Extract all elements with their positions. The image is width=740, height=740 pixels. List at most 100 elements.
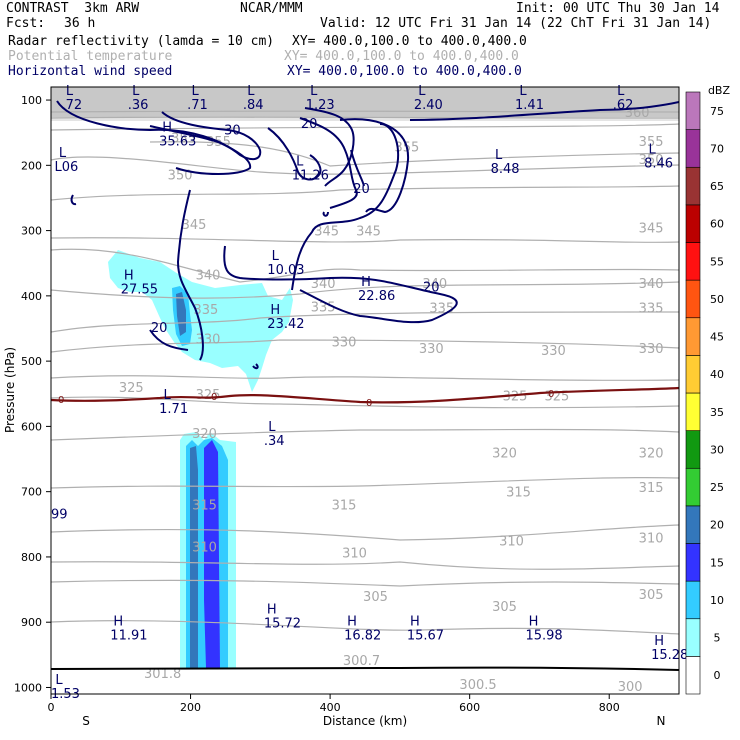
wind-low-marker: L [418, 84, 426, 99]
colorbar-level: 15 [710, 556, 724, 569]
theta-label: 350 [168, 168, 193, 183]
theta-label: 315 [332, 499, 357, 514]
colorbar-swatch [685, 129, 701, 168]
theta-label: 300.7 [343, 654, 380, 669]
colorbar-swatch [685, 467, 701, 507]
theta-label: 310 [342, 546, 367, 561]
theta-label: 325 [119, 381, 144, 396]
colorbar-level: 55 [710, 255, 724, 268]
colorbar-unit: dBZ [708, 84, 731, 97]
zero-isotherm-label-d: 0 [548, 389, 554, 400]
theta-label: 340 [639, 277, 664, 292]
x-axis-label: Distance (km) [323, 714, 407, 728]
wind-low-marker: L [55, 673, 63, 688]
wind-extremum-value: 27.55 [121, 283, 158, 298]
x-tick-label: 600 [459, 701, 480, 714]
theta-label: 345 [356, 225, 381, 240]
y-tick-label: 700 [21, 486, 42, 499]
y-tick-label: 200 [21, 159, 42, 172]
theta-label: 330 [332, 336, 357, 351]
theta-label: 330 [196, 332, 221, 347]
colorbar-level: 65 [710, 180, 724, 193]
wind-extremum-value: .34 [264, 434, 285, 449]
colorbar-swatch [685, 543, 701, 582]
theta-label: 315 [639, 481, 664, 496]
colorbar-level: 30 [710, 443, 724, 456]
wind-contour-label: 20 [423, 281, 440, 296]
theta-label: 320 [639, 447, 664, 462]
wind-extremum-value: 15.72 [264, 617, 301, 632]
colorbar-swatch [685, 505, 701, 544]
theta-label: 325 [196, 388, 221, 403]
wind-contour-label: 20 [151, 321, 168, 336]
theta-label: 300.5 [459, 678, 496, 693]
wind-extremum-value: L06 [54, 160, 78, 175]
wind-high-marker: H [361, 275, 371, 290]
wind-low-marker: L [191, 84, 199, 99]
y-tick-label: 900 [21, 616, 42, 629]
theta-label: 330 [639, 342, 664, 357]
wind-low-marker: L [648, 143, 656, 158]
colorbar-level: 5 [714, 632, 721, 645]
source-label: NCAR/MMM [240, 1, 303, 16]
zero-isotherm: 0 0 0 0 [50, 386, 680, 409]
theta-label: 330 [541, 344, 566, 359]
wind-extremum-value: 1.23 [306, 98, 335, 113]
wind-contour-lines [56, 100, 679, 370]
colorbar-swatch [685, 430, 701, 469]
theta-label: 305 [363, 590, 388, 605]
theta-label: 345 [182, 218, 207, 233]
distance-axis: 0 200 400 600 800 [48, 694, 620, 714]
colorbar-swatch [685, 656, 701, 695]
wind-extremum-value: 11.26 [292, 168, 329, 183]
theta-label: 315 [506, 486, 531, 501]
colorbar-level: 20 [710, 519, 724, 532]
y-tick-label: 500 [21, 355, 42, 368]
wind-high-marker: H [654, 634, 664, 649]
theta-label: 355 [639, 135, 664, 150]
wind-low-marker: L [247, 84, 255, 99]
field-theta: Potential temperature [8, 49, 173, 64]
wind-extremum-value: 22.86 [358, 289, 395, 304]
y-tick-label: 100 [21, 94, 42, 107]
theta-label: 350 [639, 153, 664, 168]
theta-label: 305 [492, 600, 517, 615]
wind-high-marker: H [267, 603, 277, 618]
colorbar-swatch [685, 317, 701, 356]
wind-extremum-value: 16.82 [344, 628, 381, 643]
x-axis-end-right: N [657, 714, 666, 728]
wind-high-marker: H [347, 614, 357, 629]
colorbar-swatch [685, 166, 701, 206]
field-theta-xy: XY= 400.0,100.0 to 400.0,400.0 [284, 49, 519, 64]
theta-label: 340 [311, 277, 336, 292]
x-tick-label: 800 [599, 701, 620, 714]
theta-label: 301.8 [144, 667, 181, 682]
field-wind-xy: XY= 400.0,100.0 to 400.0,400.0 [287, 64, 522, 79]
theta-label: 305 [639, 588, 664, 603]
y-tick-label: 300 [21, 225, 42, 238]
wind-low-marker: L [66, 84, 74, 99]
wind-extremum-value: .36 [128, 98, 149, 113]
wind-extremum-value: 35.63 [159, 134, 196, 149]
forecast-hours: 36 h [64, 16, 96, 31]
y-tick-label: 400 [21, 290, 42, 303]
wind-extremum-value: 11.91 [110, 628, 147, 643]
wind-low-marker: L [310, 84, 318, 99]
theta-label: 335 [193, 303, 218, 318]
wind-contour-label: 30 [224, 123, 241, 138]
colorbar-level: 35 [710, 406, 724, 419]
theta-label: 320 [492, 447, 517, 462]
wind-extremum-value: 1.53 [51, 687, 80, 702]
wind-low-marker: L [132, 84, 140, 99]
colorbar-level: 45 [710, 331, 724, 344]
colorbar-swatch [685, 392, 701, 431]
zero-isotherm-label-b: 0 [211, 392, 217, 403]
forecast-label: Fcst: [6, 16, 46, 31]
plot-frame [50, 86, 680, 695]
zero-isotherm-label-a: 0 [58, 395, 64, 406]
wind-low-marker: L [296, 154, 304, 169]
colorbar-swatch [685, 618, 701, 657]
colorbar-swatch [685, 91, 701, 130]
wind-extremum-value: 15.28 [651, 648, 688, 663]
